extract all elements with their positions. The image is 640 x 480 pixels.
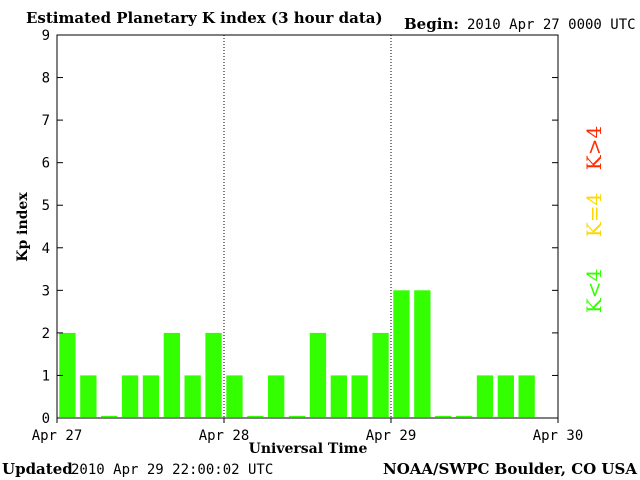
x-tick-label: Apr 29 — [366, 428, 417, 444]
source-credit: NOAA/SWPC Boulder, CO USA — [383, 460, 637, 478]
y-tick-label: 8 — [42, 71, 50, 87]
bar-series — [59, 290, 535, 417]
kp-bar — [268, 375, 285, 417]
y-tick-label: 9 — [42, 28, 50, 44]
x-axis-ticks: Apr 27 Apr 28 Apr 29 Apr 30 — [32, 418, 584, 444]
legend-quiet: K<4 — [582, 269, 606, 313]
kp-bar — [142, 375, 160, 417]
legend-storm: K>4 — [582, 126, 606, 170]
legend: K>4 K=4 K<4 — [582, 126, 606, 313]
kp-bar — [101, 415, 118, 417]
kp-bar — [330, 375, 347, 417]
kp-bar — [226, 375, 243, 417]
kp-bar — [247, 415, 264, 417]
kp-bar — [184, 375, 201, 417]
begin-value: 2010 Apr 27 0000 UTC — [467, 17, 636, 33]
kp-bar — [163, 332, 180, 417]
updated-label: Updated — [2, 460, 73, 478]
begin-label: Begin: — [404, 15, 459, 33]
y-axis-ticks: 0 1 2 3 4 5 6 7 8 9 — [42, 28, 558, 427]
plot-frame — [56, 34, 559, 419]
kp-bar — [414, 290, 431, 417]
y-tick-label: 3 — [42, 283, 50, 299]
x-tick-label: Apr 28 — [199, 428, 250, 444]
kp-bar — [205, 332, 222, 417]
legend-moderate: K=4 — [582, 193, 606, 237]
y-tick-label: 5 — [42, 198, 50, 214]
x-tick-label: Apr 30 — [533, 428, 584, 444]
y-tick-label: 4 — [42, 241, 50, 257]
y-tick-label: 0 — [42, 411, 50, 427]
updated-value: 2010 Apr 29 22:00:02 UTC — [71, 462, 273, 478]
kp-bar — [518, 375, 535, 417]
day-separators — [223, 35, 392, 418]
y-tick-label: 6 — [42, 156, 50, 172]
kp-bar — [288, 415, 306, 417]
kp-bar — [309, 332, 327, 417]
kp-bar — [435, 415, 452, 417]
kp-bar — [455, 415, 473, 417]
y-tick-label: 2 — [42, 326, 50, 342]
kp-bar — [497, 375, 514, 417]
x-axis-label: Universal Time — [249, 441, 368, 457]
kp-bar — [351, 375, 368, 417]
kp-bar — [393, 290, 410, 417]
y-tick-label: 1 — [42, 368, 50, 384]
kp-bar — [80, 375, 97, 417]
kp-bar — [121, 375, 139, 417]
kp-bar — [372, 332, 389, 417]
y-tick-label: 7 — [42, 113, 50, 129]
y-axis-label: Kp index — [15, 192, 31, 262]
kp-bar — [476, 375, 494, 417]
kp-bar — [59, 332, 76, 417]
x-tick-label: Apr 27 — [32, 428, 83, 444]
chart-title: Estimated Planetary K index (3 hour data… — [26, 9, 383, 27]
